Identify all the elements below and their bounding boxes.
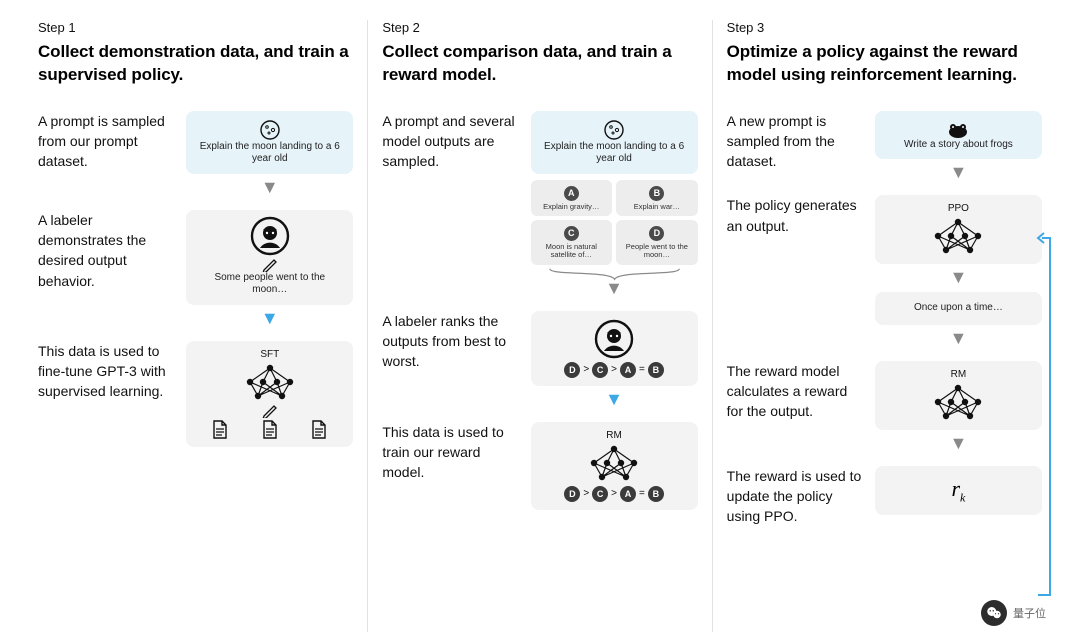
frog-icon — [885, 119, 1032, 139]
diagram-wrap: Step 1 Collect demonstration data, and t… — [0, 0, 1080, 642]
step1-prompt-text: Explain the moon landing to a 6 year old — [196, 141, 343, 166]
step3-column: Step 3 Optimize a policy against the rew… — [712, 20, 1056, 632]
step1-column: Step 1 Collect demonstration data, and t… — [24, 20, 367, 632]
step3-desc2: The policy generates an output. — [727, 195, 875, 236]
moon-icon — [196, 119, 343, 141]
step3-rm-card: RM — [875, 361, 1042, 430]
option-d: D People went to the moon… — [616, 220, 698, 265]
documents-icon — [196, 420, 343, 439]
neural-net-icon — [885, 216, 1032, 256]
step3-reward-card: rk — [875, 466, 1042, 515]
step2-prompt-text: Explain the moon landing to a 6 year old — [541, 141, 688, 166]
option-c: C Moon is natural satellite of… — [531, 220, 613, 265]
arrow-icon: ▼ — [950, 329, 968, 347]
wechat-icon — [981, 600, 1007, 626]
step3-label: Step 3 — [727, 20, 1042, 35]
step1-model-card: SFT — [186, 341, 353, 447]
step3-output-text: Once upon a time… — [883, 302, 1034, 315]
step3-desc1: A new prompt is sampled from the dataset… — [727, 111, 875, 172]
arrow-icon: ▼ — [950, 434, 968, 452]
step3-policy-label: PPO — [885, 203, 1032, 214]
step1-prompt-card: Explain the moon landing to a 6 year old — [186, 111, 353, 174]
step3-desc3: The reward model calculates a reward for… — [727, 361, 875, 422]
step3-rm-label: RM — [885, 369, 1032, 380]
step3-desc4: The reward is used to update the policy … — [727, 466, 875, 527]
step1-labeler-output: Some people went to the moon… — [196, 272, 343, 297]
arrow-icon: ▼ — [950, 163, 968, 181]
step2-labeler-card: D > C > A = B — [531, 311, 698, 386]
step2-desc1: A prompt and several model outputs are s… — [382, 111, 530, 172]
arrow-icon: ▼ — [261, 178, 279, 196]
step3-title: Optimize a policy against the reward mod… — [727, 41, 1042, 87]
neural-net-icon — [196, 362, 343, 402]
step2-model-card: RM D > C > A = B — [531, 422, 698, 510]
reward-symbol: rk — [951, 476, 965, 501]
step3-prompt-card: Write a story about frogs — [875, 111, 1042, 160]
option-a: A Explain gravity… — [531, 180, 613, 216]
step3-prompt-text: Write a story about frogs — [885, 139, 1032, 152]
pencil-icon — [196, 402, 343, 418]
step1-desc2: A labeler demonstrates the desired outpu… — [38, 210, 186, 291]
step2-prompt-card: Explain the moon landing to a 6 year old — [531, 111, 698, 174]
neural-net-icon — [885, 382, 1032, 422]
step2-ranking: D > C > A = B — [541, 362, 688, 378]
arrow-icon: ▼ — [261, 309, 279, 327]
step1-title: Collect demonstration data, and train a … — [38, 41, 353, 87]
step1-label: Step 1 — [38, 20, 353, 35]
step2-label: Step 2 — [382, 20, 697, 35]
arrow-icon: ▼ — [605, 390, 623, 408]
moon-icon — [541, 119, 688, 141]
step2-column: Step 2 Collect comparison data, and trai… — [367, 20, 711, 632]
step2-title: Collect comparison data, and train a rew… — [382, 41, 697, 87]
arrow-icon: ▼ — [950, 268, 968, 286]
option-b: B Explain war… — [616, 180, 698, 216]
step3-policy-card: PPO — [875, 195, 1042, 264]
pencil-icon — [196, 256, 343, 272]
step3-output-card: Once upon a time… — [875, 292, 1042, 325]
step1-labeler-card: Some people went to the moon… — [186, 210, 353, 305]
watermark: 量子位 — [981, 600, 1046, 626]
step2-ranking-2: D > C > A = B — [541, 486, 688, 502]
step1-model-label: SFT — [196, 349, 343, 360]
neural-net-icon — [541, 443, 688, 483]
step2-desc3: This data is used to train our reward mo… — [382, 422, 530, 483]
arrow-icon: ▼ — [605, 279, 623, 297]
step2-options: A Explain gravity… B Explain war… C Moon… — [531, 180, 698, 265]
step2-desc2: A labeler ranks the outputs from best to… — [382, 311, 530, 372]
step2-model-label: RM — [541, 430, 688, 441]
labeler-icon — [196, 216, 343, 256]
labeler-icon — [541, 319, 688, 359]
step1-desc3: This data is used to fine-tune GPT-3 wit… — [38, 341, 186, 402]
step1-desc1: A prompt is sampled from our prompt data… — [38, 111, 186, 172]
watermark-text: 量子位 — [1013, 605, 1046, 621]
